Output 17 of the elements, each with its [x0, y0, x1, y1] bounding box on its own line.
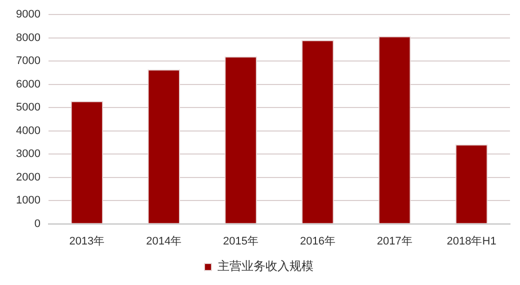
y-tick-label: 6000 — [16, 78, 40, 90]
x-tick-label: 2013年 — [69, 235, 105, 248]
y-tick-label: 4000 — [16, 124, 40, 137]
y-tick-label: 9000 — [16, 8, 40, 21]
x-tick-label: 2015年 — [223, 235, 259, 248]
y-tick-label: 5000 — [16, 102, 40, 114]
x-tick-label: 2018年H1 — [446, 235, 496, 248]
x-tick-label: 2017年 — [376, 235, 412, 248]
y-tick-label: 3000 — [16, 148, 40, 160]
x-tick-label: 2016年 — [300, 235, 336, 248]
legend-label: 主营业务收入规模 — [218, 259, 314, 274]
y-tick-label: 2000 — [16, 171, 40, 184]
y-tick-label: 7000 — [16, 55, 40, 68]
x-tick-label: 2014年 — [146, 235, 182, 248]
y-tick-label: 8000 — [16, 32, 40, 44]
y-tick-label: 1000 — [16, 194, 40, 207]
y-tick-label: 0 — [34, 218, 40, 230]
